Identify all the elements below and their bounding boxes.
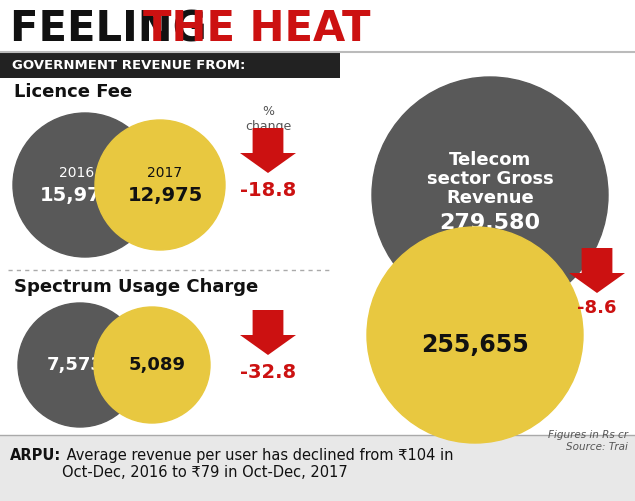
Circle shape: [94, 307, 210, 423]
Text: 2016: 2016: [60, 166, 95, 180]
Text: Average revenue per user has declined from ₹104 in
Oct-Dec, 2016 to ₹79 in Oct-D: Average revenue per user has declined fr…: [62, 448, 453, 480]
Text: 5,089: 5,089: [128, 356, 185, 374]
Text: %
change: % change: [245, 105, 291, 133]
Text: -8.6: -8.6: [577, 299, 617, 317]
Circle shape: [95, 120, 225, 250]
Text: 12,975: 12,975: [128, 185, 203, 204]
Text: ARPU:: ARPU:: [10, 448, 61, 463]
Text: -32.8: -32.8: [240, 363, 296, 382]
Polygon shape: [569, 248, 625, 293]
Text: Telecom: Telecom: [449, 151, 531, 169]
Text: Revenue: Revenue: [446, 189, 534, 207]
Polygon shape: [240, 128, 296, 173]
Circle shape: [367, 227, 583, 443]
FancyBboxPatch shape: [0, 0, 635, 52]
Text: Licence Fee: Licence Fee: [14, 83, 132, 101]
FancyBboxPatch shape: [0, 435, 635, 501]
Circle shape: [372, 77, 608, 313]
Text: 279,580: 279,580: [439, 213, 540, 233]
Polygon shape: [240, 310, 296, 355]
FancyBboxPatch shape: [0, 52, 340, 78]
Text: -18.8: -18.8: [240, 181, 296, 200]
Circle shape: [13, 113, 157, 257]
Circle shape: [18, 303, 142, 427]
Text: THE HEAT: THE HEAT: [143, 8, 370, 50]
Text: Figures in Rs cr
Source: Trai: Figures in Rs cr Source: Trai: [548, 430, 628, 451]
Text: 2017: 2017: [147, 166, 183, 180]
Text: 7,573: 7,573: [46, 356, 104, 374]
Text: 255,655: 255,655: [421, 333, 529, 357]
Text: FEELING: FEELING: [10, 8, 222, 50]
Text: Spectrum Usage Charge: Spectrum Usage Charge: [14, 278, 258, 296]
Text: sector Gross: sector Gross: [427, 170, 553, 188]
Text: GOVERNMENT REVENUE FROM:: GOVERNMENT REVENUE FROM:: [12, 59, 245, 72]
Text: 15,975: 15,975: [39, 185, 115, 204]
